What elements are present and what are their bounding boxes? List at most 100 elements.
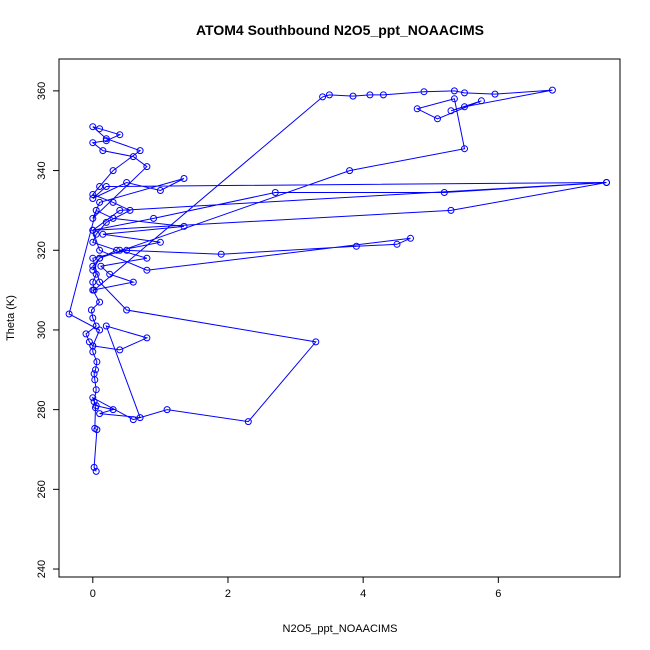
data-point [90, 398, 98, 406]
data-point [352, 242, 360, 250]
data-point [96, 183, 104, 190]
data-point [90, 286, 98, 294]
data-point [129, 278, 137, 286]
data-point [136, 414, 144, 422]
data-point [393, 240, 401, 248]
data-point [325, 91, 333, 99]
data-point [92, 402, 100, 410]
data-point [89, 342, 97, 350]
y-tick-label: 240 [36, 560, 48, 578]
data-point [102, 322, 110, 330]
data-point [450, 95, 458, 103]
data-point [603, 179, 610, 186]
data-point [109, 406, 117, 414]
data-point [143, 266, 151, 274]
data-point [346, 167, 354, 175]
data-point [116, 206, 124, 214]
data-point [548, 86, 556, 94]
data-point [89, 254, 97, 262]
data-point [96, 254, 104, 262]
data-point [461, 103, 468, 111]
data-point [87, 306, 95, 314]
data-point [89, 238, 97, 246]
data-point [92, 467, 100, 475]
data-point [91, 424, 99, 432]
data-point [109, 214, 117, 222]
data-point [123, 246, 131, 254]
data-point [413, 105, 421, 113]
data-point [116, 246, 124, 254]
data-point [180, 222, 188, 230]
data-point [319, 93, 327, 101]
data-point [93, 358, 101, 366]
data-point [129, 153, 137, 161]
x-tick-label: 4 [360, 588, 366, 600]
data-point [136, 147, 144, 155]
data-point [89, 226, 97, 234]
y-tick-label: 320 [36, 241, 48, 259]
data-point [163, 406, 171, 414]
data-point [92, 386, 100, 394]
data-point [89, 314, 97, 322]
data-point [96, 125, 104, 133]
x-axis-label: N2O5_ppt_NOAACIMS [283, 623, 398, 635]
data-point [96, 410, 104, 418]
data-point [92, 366, 99, 374]
data-point [123, 306, 131, 314]
data-point [96, 246, 104, 254]
data-point [447, 206, 455, 214]
data-point [143, 334, 151, 342]
y-tick-label: 360 [36, 82, 48, 100]
data-point [90, 370, 98, 378]
data-point [434, 115, 441, 123]
data-point [271, 189, 279, 196]
data-point [440, 189, 448, 196]
data-point [113, 246, 120, 254]
x-tick-label: 2 [225, 588, 231, 600]
data-point [89, 262, 97, 270]
data-point [143, 254, 151, 262]
data-point [82, 330, 90, 338]
data-point [65, 310, 73, 318]
data-point [89, 394, 97, 402]
data-point [96, 298, 104, 306]
data-point [379, 91, 387, 99]
data-point [461, 145, 468, 153]
data-point [150, 214, 158, 222]
data-point [102, 183, 110, 190]
data-point [109, 198, 117, 206]
data-point [349, 92, 357, 100]
y-axis-label: Theta (K) [5, 295, 17, 341]
data-point [244, 418, 252, 426]
data-point [96, 278, 104, 286]
y-axis: 240 260 280 300 320 340 360 [36, 82, 59, 578]
x-tick-label: 6 [495, 588, 501, 600]
data-point [156, 238, 164, 246]
data-point [180, 175, 188, 182]
series-lines [68, 89, 607, 472]
data-point [85, 338, 93, 346]
data-point [97, 262, 105, 270]
data-point [102, 218, 110, 226]
data-point [92, 270, 100, 278]
series-line [68, 89, 607, 472]
data-point [491, 90, 499, 98]
data-point [89, 139, 97, 147]
data-point [312, 338, 320, 346]
data-point [89, 266, 97, 274]
data-point [92, 230, 100, 238]
data-point [92, 206, 100, 214]
y-tick-label: 340 [36, 161, 48, 179]
data-point [420, 88, 428, 96]
data-point [99, 230, 107, 238]
data-point [89, 195, 97, 202]
data-point [447, 107, 455, 115]
data-point [109, 167, 117, 175]
y-tick-label: 280 [36, 400, 48, 418]
data-point [102, 137, 110, 145]
plot-frame [58, 58, 621, 578]
x-axis: 0 2 4 6 [90, 577, 501, 600]
data-point [156, 187, 164, 194]
data-point [217, 250, 225, 258]
data-point [116, 346, 124, 354]
